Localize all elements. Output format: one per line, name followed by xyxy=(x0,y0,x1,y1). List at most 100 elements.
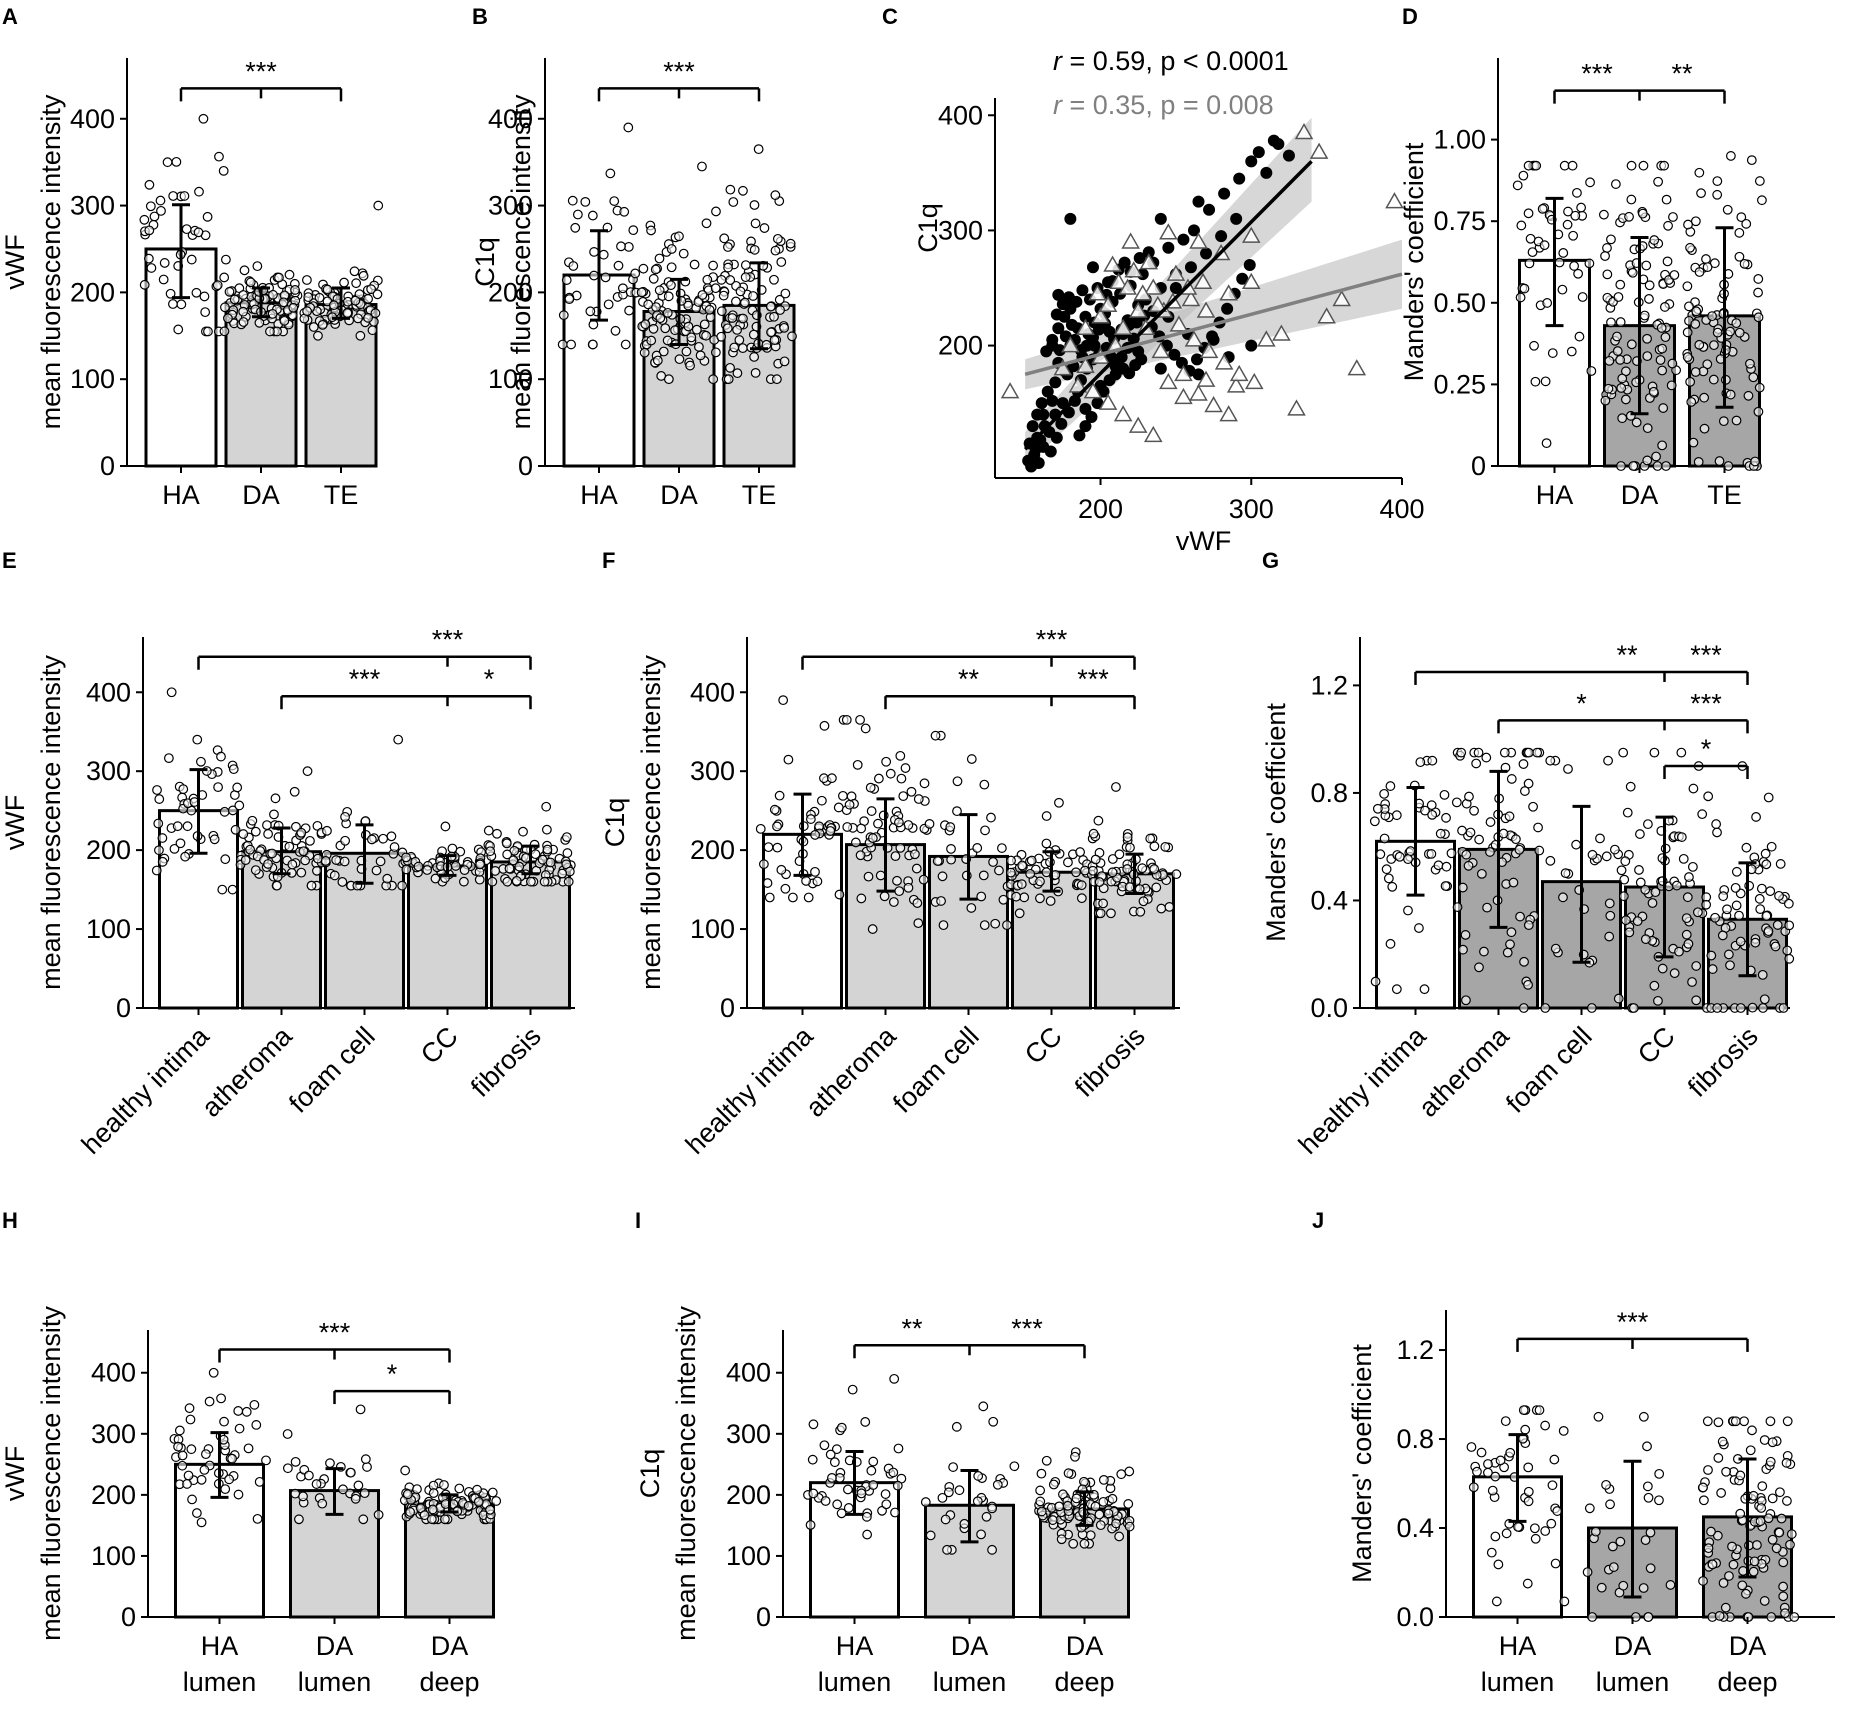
y-tick-label: 1.00 xyxy=(1433,125,1486,155)
data-point xyxy=(909,849,920,860)
data-point xyxy=(1753,312,1764,323)
data-point xyxy=(1637,208,1648,219)
data-point xyxy=(1528,801,1538,812)
data-point xyxy=(1618,747,1629,758)
data-point xyxy=(894,886,905,897)
data-point xyxy=(1750,456,1760,467)
x-tick-label: DA deep xyxy=(1054,1631,1114,1697)
y-tick-label: 0 xyxy=(720,993,735,1023)
y-axis-title-2: mean fluorescence intensity xyxy=(506,94,536,429)
data-point xyxy=(735,286,746,297)
data-point xyxy=(145,201,156,212)
data-point xyxy=(487,876,498,887)
data-point xyxy=(987,1503,998,1514)
y-tick-label: 0 xyxy=(121,1602,136,1632)
data-point xyxy=(254,1476,265,1487)
x-tick-label: DA deep xyxy=(419,1631,479,1697)
data-point xyxy=(191,1508,202,1518)
data-point xyxy=(1063,1468,1074,1479)
data-point xyxy=(146,263,157,273)
data-point xyxy=(1635,877,1646,888)
data-point xyxy=(1639,310,1650,321)
data-point xyxy=(200,1449,211,1460)
data-point xyxy=(836,1422,847,1433)
data-point xyxy=(1175,356,1188,369)
data-point xyxy=(155,195,166,206)
y-tick-label: 0.0 xyxy=(1310,993,1348,1023)
panel-label: G xyxy=(1262,548,1279,573)
data-point xyxy=(1754,382,1765,393)
x-tick-label-line: HA xyxy=(1499,1631,1537,1661)
data-point xyxy=(1545,855,1556,866)
data-point xyxy=(674,354,685,365)
data-point xyxy=(638,263,649,274)
data-point xyxy=(1022,454,1035,467)
data-point xyxy=(1241,272,1261,289)
data-point xyxy=(458,876,469,887)
data-point xyxy=(1759,1435,1770,1445)
data-point xyxy=(1111,1518,1121,1529)
data-point xyxy=(1116,1469,1127,1480)
panel-c: C 200 300 400 200 300 400 vWF C1q r = 0.59, p < 0… xyxy=(882,4,1425,556)
data-point xyxy=(723,242,733,252)
data-point xyxy=(1519,283,1530,294)
data-point xyxy=(373,1509,384,1520)
data-point xyxy=(1035,1485,1046,1496)
data-point xyxy=(177,1450,188,1461)
data-point xyxy=(1698,1482,1708,1493)
data-point xyxy=(1783,898,1794,909)
data-point xyxy=(1375,849,1386,860)
data-point xyxy=(862,1529,873,1540)
data-point xyxy=(397,880,408,891)
data-point xyxy=(1619,874,1630,885)
correlation-annotation: r = 0.59, p < 0.0001 xyxy=(1053,46,1289,76)
data-point xyxy=(1617,373,1628,384)
data-point xyxy=(216,751,226,762)
data-point xyxy=(875,870,886,881)
data-point xyxy=(1103,1508,1114,1519)
data-point xyxy=(1763,926,1774,937)
data-point xyxy=(1761,911,1772,921)
data-point xyxy=(228,764,239,775)
data-point xyxy=(1789,1612,1800,1622)
data-point xyxy=(1649,980,1660,991)
data-point xyxy=(1226,376,1246,393)
data-point xyxy=(952,776,963,787)
data-point xyxy=(652,355,663,366)
data-point xyxy=(1019,892,1030,903)
data-point xyxy=(490,866,501,876)
data-point xyxy=(1654,1468,1665,1479)
data-point xyxy=(250,826,261,837)
data-point xyxy=(1616,865,1627,876)
data-point xyxy=(419,1510,430,1521)
data-point xyxy=(873,773,884,784)
data-point xyxy=(1618,891,1629,902)
data-point xyxy=(355,330,366,341)
y-tick-label: 200 xyxy=(690,835,735,865)
data-point xyxy=(648,323,659,334)
y-tick-label: 100 xyxy=(726,1541,771,1571)
data-point xyxy=(762,878,773,888)
data-point xyxy=(1385,781,1396,791)
data-point xyxy=(249,1399,260,1410)
data-point xyxy=(1490,1531,1501,1542)
data-point xyxy=(1184,261,1197,274)
data-point xyxy=(1041,811,1052,821)
data-point xyxy=(1604,355,1615,366)
data-point xyxy=(1662,256,1673,267)
data-point xyxy=(1753,406,1764,417)
data-point xyxy=(1778,1557,1789,1568)
data-point xyxy=(920,1497,931,1507)
y-tick-label: 0.8 xyxy=(1310,778,1348,808)
signif-label: *** xyxy=(349,664,381,694)
data-point xyxy=(880,1489,891,1499)
y-tick-label: 0.4 xyxy=(1310,885,1348,915)
data-point xyxy=(807,1454,818,1465)
data-point xyxy=(1558,1426,1569,1436)
data-point xyxy=(557,868,568,879)
data-point xyxy=(1076,880,1087,891)
data-point xyxy=(402,1489,413,1500)
data-point xyxy=(1691,306,1702,317)
data-point xyxy=(261,1455,271,1466)
data-point xyxy=(1694,167,1705,178)
